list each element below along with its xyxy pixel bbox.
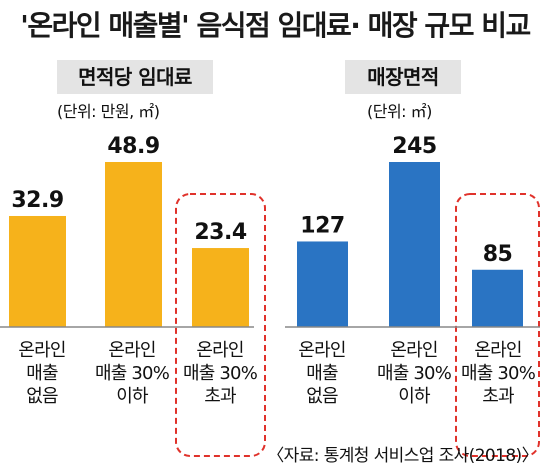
rent-bar-3 <box>192 248 249 327</box>
area-category-label-2: 이하 <box>398 386 431 407</box>
rent-value-label-2: 48.9 <box>107 134 159 159</box>
source-note: 〈자료: 통계청 서비스업 조사(2018)〉 <box>267 446 538 466</box>
rent-unit-label: (단위: 만원, ㎡) <box>57 102 160 121</box>
chart-title: '온라인 매출별' 음식점 임대료· 매장 규모 비교 <box>20 9 531 42</box>
area-category-label-3: 온라인 <box>474 340 521 361</box>
area-bar-2 <box>389 162 440 327</box>
rent-category-label-3: 초과 <box>204 386 236 407</box>
rent-category-label-2: 매출 30% <box>95 363 170 384</box>
area-value-label-2: 245 <box>392 134 436 159</box>
area-panel-label: 매장면적 <box>345 60 461 94</box>
area-value-label-3: 85 <box>483 242 513 267</box>
rent-category-label-3: 매출 30% <box>183 363 258 384</box>
rent-highlight-box <box>175 193 266 457</box>
area-category-label-3: 초과 <box>482 386 514 407</box>
area-category-label-3: 매출 30% <box>461 363 536 384</box>
area-category-label-2: 매출 30% <box>377 363 452 384</box>
rent-category-label-3: 온라인 <box>196 340 243 361</box>
rent-value-label-1: 32.9 <box>11 188 63 213</box>
rent-bar-2 <box>105 162 162 327</box>
rent-category-label-2: 온라인 <box>108 340 155 361</box>
area-category-label-2: 온라인 <box>390 340 437 361</box>
rent-category-label-1: 온라인 <box>18 340 65 361</box>
rent-panel-label: 면적당 임대료 <box>57 60 213 94</box>
rent-category-label-1: 매출 <box>26 363 58 384</box>
area-bar-1 <box>297 241 348 327</box>
area-unit-label: (단위: ㎡) <box>367 102 432 121</box>
area-category-label-1: 온라인 <box>298 340 345 361</box>
area-value-label-1: 127 <box>300 213 344 238</box>
rent-category-label-2: 이하 <box>116 386 149 407</box>
area-category-label-1: 매출 <box>306 363 338 384</box>
rent-value-label-3: 23.4 <box>194 220 246 245</box>
rent-category-label-1: 없음 <box>26 386 58 407</box>
area-bar-3 <box>472 269 523 327</box>
rent-bar-1 <box>9 215 66 327</box>
area-highlight-box <box>455 193 540 457</box>
area-category-label-1: 없음 <box>306 386 338 407</box>
